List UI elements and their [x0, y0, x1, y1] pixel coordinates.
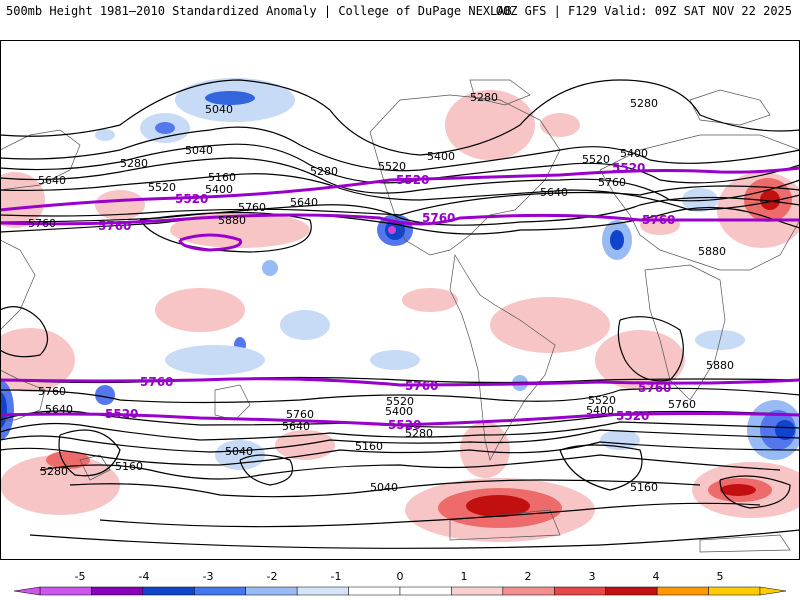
- colorbar-segment: [554, 586, 606, 596]
- anomaly-map: 5040 5040 5040 5040 5160 5160 5160 5160 …: [0, 40, 800, 560]
- colorbar-tick-label: -4: [139, 570, 150, 583]
- colorbar-segment: [39, 586, 92, 596]
- label-5040: 5040: [225, 445, 253, 458]
- label-5280: 5280: [40, 465, 68, 478]
- label-5880: 5880: [706, 359, 734, 372]
- colorbar-segment: [656, 586, 709, 596]
- colorbar-tick-label: 2: [525, 570, 532, 583]
- contour-labels: 5040 5040 5040 5040 5160 5160 5160 5160 …: [28, 91, 734, 494]
- anomaly-colorbar: -5 -4 -3 -2 -1 0 1 2 3 4 5: [13, 570, 787, 596]
- label-5520-highlight: 5520: [612, 161, 645, 175]
- label-5520: 5520: [582, 153, 610, 166]
- contour-5880-closed: [178, 233, 243, 252]
- label-5640: 5640: [540, 186, 568, 199]
- label-5280: 5280: [470, 91, 498, 104]
- label-5520: 5520: [378, 160, 406, 173]
- colorbar-segment: [296, 586, 349, 596]
- label-5760: 5760: [286, 408, 314, 421]
- label-5400: 5400: [205, 183, 233, 196]
- colorbar-segment: [708, 586, 761, 596]
- label-5040: 5040: [205, 103, 233, 116]
- label-5640: 5640: [290, 196, 318, 209]
- label-5640: 5640: [282, 420, 310, 433]
- model-run-info: 00Z GFS | F129 Valid: 09Z SAT NOV 22 202…: [495, 4, 792, 18]
- label-5040: 5040: [185, 144, 213, 157]
- colorbar-segment: [245, 586, 298, 596]
- label-5760-highlight: 5760: [405, 379, 438, 393]
- label-5880: 5880: [698, 245, 726, 258]
- label-5520: 5520: [386, 395, 414, 408]
- colorbar-tick-label: -3: [203, 570, 214, 583]
- label-5160: 5160: [115, 460, 143, 473]
- map-title: 500mb Height 1981–2010 Standardized Anom…: [6, 4, 512, 18]
- label-5760: 5760: [598, 176, 626, 189]
- label-5520-highlight: 5520: [396, 173, 429, 187]
- contour-5520-north: [0, 166, 800, 212]
- colorbar-segment: [605, 586, 658, 596]
- colorbar-tick-label: 5: [717, 570, 724, 583]
- label-5280: 5280: [405, 427, 433, 440]
- label-5160: 5160: [630, 481, 658, 494]
- colorbar-tick-label: -2: [267, 570, 278, 583]
- label-5640: 5640: [45, 403, 73, 416]
- label-5280: 5280: [630, 97, 658, 110]
- label-5520: 5520: [148, 181, 176, 194]
- colorbar-segment: [91, 586, 144, 596]
- colorbar-right-arrow: [759, 586, 787, 596]
- colorbar-segment: [348, 586, 401, 596]
- label-5400: 5400: [586, 404, 614, 417]
- positive-anomaly-shading: [0, 90, 800, 542]
- contour-5760-north: [0, 213, 800, 226]
- colorbar-tick-label: 4: [653, 570, 660, 583]
- colorbar-left-arrow: [13, 586, 41, 596]
- label-5520-highlight: 5520: [175, 192, 208, 206]
- colorbar-tick-label: -1: [331, 570, 342, 583]
- colorbar-segments: [13, 586, 787, 596]
- label-5400: 5400: [427, 150, 455, 163]
- label-5760-highlight: 5760: [140, 375, 173, 389]
- label-5760: 5760: [28, 217, 56, 230]
- label-5520-highlight: 5520: [388, 418, 421, 432]
- colorbar-tick-label: 3: [589, 570, 596, 583]
- label-5760: 5760: [38, 385, 66, 398]
- label-5760-highlight: 5760: [642, 213, 675, 227]
- label-5040: 5040: [370, 481, 398, 494]
- colorbar-segment: [399, 586, 452, 596]
- label-5400: 5400: [385, 405, 413, 418]
- label-5760-highlight: 5760: [422, 211, 455, 225]
- label-5280: 5280: [120, 157, 148, 170]
- colorbar-segment: [194, 586, 246, 596]
- label-5760: 5760: [238, 201, 266, 214]
- label-5760-highlight: 5760: [98, 219, 131, 233]
- contour-5520-south: [0, 412, 800, 427]
- contour-5760-south: [0, 377, 800, 387]
- label-5760-highlight: 5760: [638, 381, 671, 395]
- label-5280: 5280: [310, 165, 338, 178]
- label-5760: 5760: [668, 398, 696, 411]
- label-5520-highlight: 5520: [616, 409, 649, 423]
- label-5520: 5520: [588, 394, 616, 407]
- label-5400: 5400: [620, 147, 648, 160]
- map-background: [0, 40, 800, 560]
- colorbar-tick-label: 0: [397, 570, 404, 583]
- colorbar-tick-label: 1: [461, 570, 468, 583]
- colorbar-segment: [142, 586, 195, 596]
- colorbar-segment: [451, 586, 504, 596]
- negative-anomaly-shading: [0, 78, 800, 470]
- colorbar-segment: [502, 586, 555, 596]
- label-5880: 5880: [218, 214, 246, 227]
- label-5160: 5160: [208, 171, 236, 184]
- highlight-contour-labels: 5520 5520 5520 5760 5760 5760 5760 5760 …: [98, 161, 675, 432]
- highlight-contours: [0, 166, 800, 427]
- label-5640: 5640: [38, 174, 66, 187]
- colorbar-tick-label: -5: [75, 570, 86, 583]
- label-5160: 5160: [355, 440, 383, 453]
- colorbar-ticks: -5 -4 -3 -2 -1 0 1 2 3 4 5: [75, 570, 724, 583]
- label-5520-highlight: 5520: [105, 407, 138, 421]
